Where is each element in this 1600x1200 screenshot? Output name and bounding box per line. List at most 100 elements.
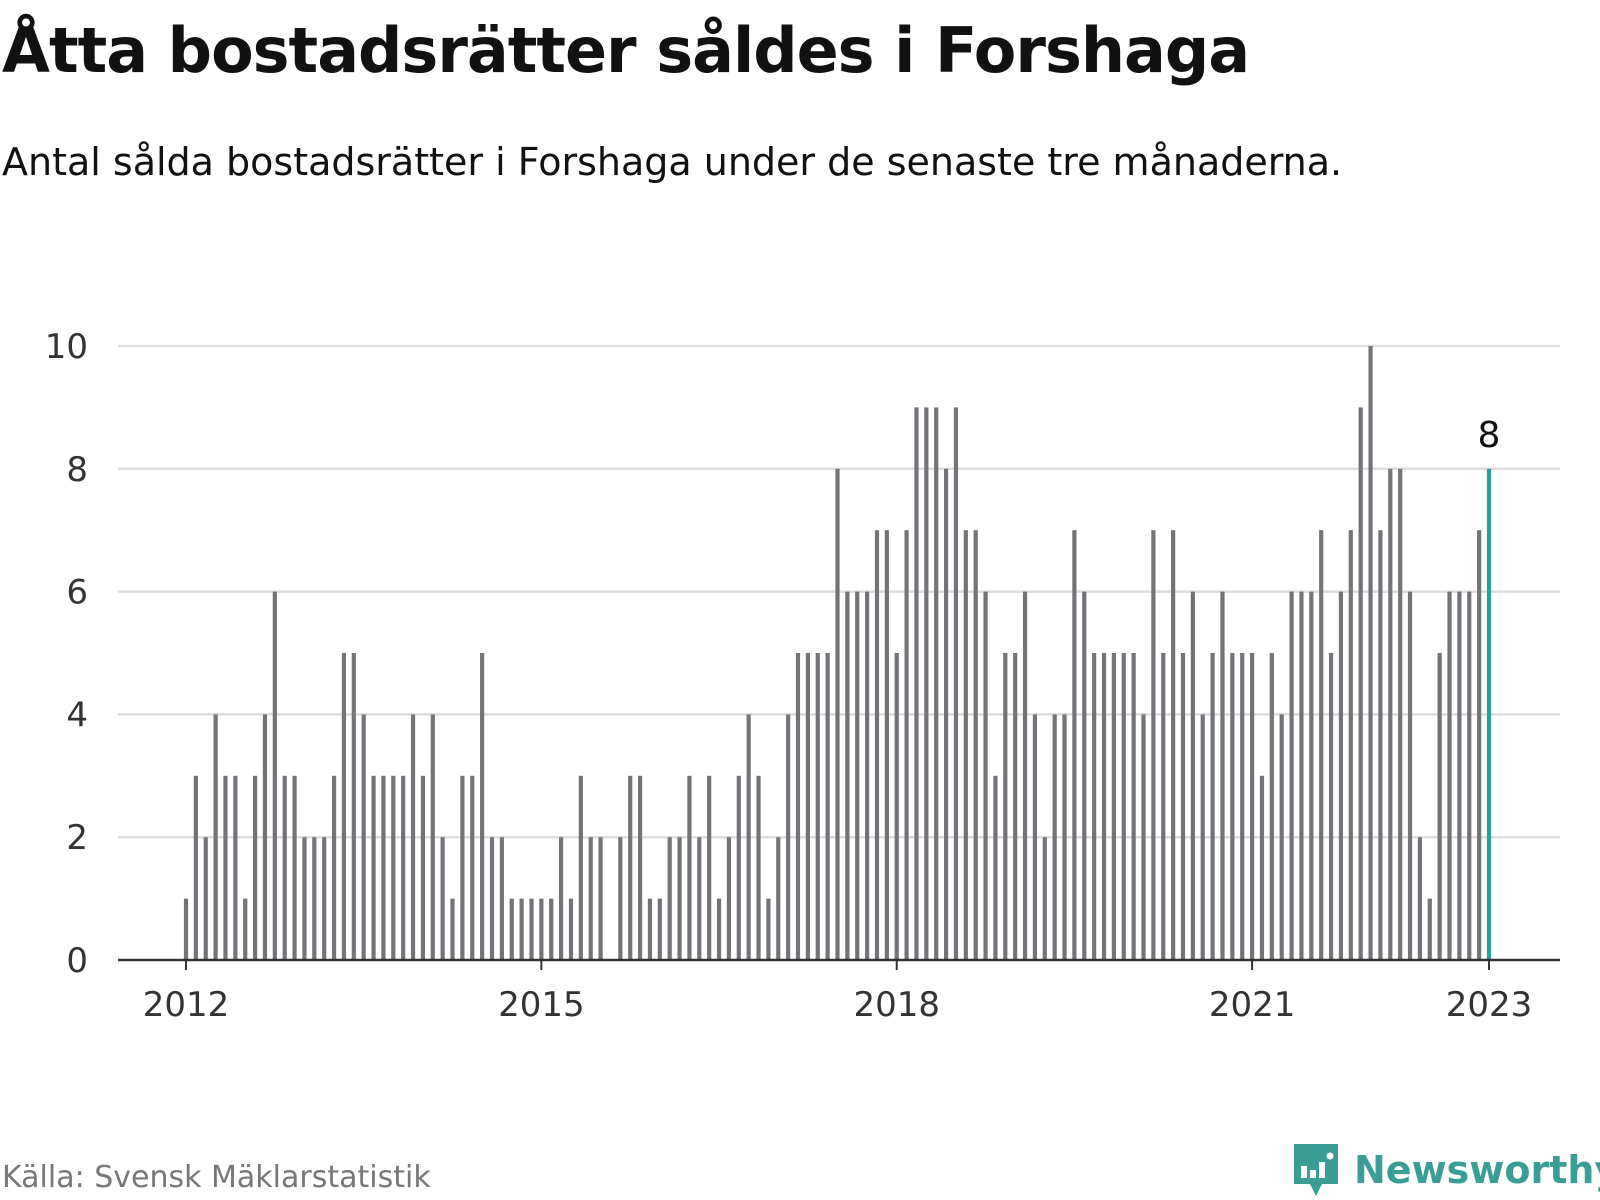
bar: [1141, 714, 1146, 960]
bar: [203, 837, 208, 960]
bar: [1190, 591, 1195, 960]
bar: [845, 591, 850, 960]
bar: [410, 714, 416, 960]
bar: [1358, 407, 1363, 960]
bar: [815, 653, 820, 960]
bar: [637, 775, 643, 960]
y-tick-label: 2: [66, 818, 88, 858]
bar: [282, 775, 287, 960]
bar: [756, 775, 761, 960]
bar: [509, 898, 514, 960]
bar: [766, 898, 771, 960]
bar: [1131, 653, 1136, 960]
bar: [1052, 714, 1057, 960]
bar: [647, 898, 653, 960]
bar: [1427, 898, 1432, 960]
bar: [1220, 591, 1225, 960]
newsworthy-logo[interactable]: Newsworthy: [1290, 1140, 1600, 1200]
newsworthy-chart-bubble-icon: [1294, 1144, 1338, 1196]
bar: [1101, 653, 1107, 960]
bar: [1319, 530, 1324, 960]
bar: [331, 775, 337, 960]
bar: [993, 775, 998, 960]
bar: [1072, 530, 1077, 960]
x-tick-label: 2012: [143, 985, 230, 1025]
bar: [302, 837, 307, 960]
bar: [361, 714, 366, 960]
bar: [1467, 591, 1472, 960]
chart-subtitle: Antal sålda bostadsrätter i Forshaga und…: [2, 140, 1343, 184]
bar: [549, 898, 554, 960]
bar: [588, 837, 593, 960]
bar: [440, 837, 445, 960]
y-tick-label: 10: [45, 327, 88, 367]
bar: [973, 530, 978, 960]
bar: [1368, 346, 1373, 960]
bar: [1269, 653, 1274, 960]
x-axis: [118, 958, 1560, 970]
bar: [243, 898, 248, 960]
bar: [1388, 468, 1393, 960]
bar: [805, 653, 810, 960]
bar: [183, 898, 189, 960]
x-tick-label: 2018: [853, 985, 940, 1025]
bar: [1398, 468, 1403, 960]
bar: [519, 898, 524, 960]
bar: [351, 653, 356, 960]
bar: [1279, 714, 1284, 960]
bar: [657, 898, 662, 960]
bar: [835, 468, 840, 960]
bar: [1338, 591, 1344, 960]
bar: [1447, 591, 1452, 960]
y-tick-label: 0: [66, 941, 88, 981]
bar: [252, 775, 258, 960]
bar: [470, 775, 475, 960]
bar: [381, 775, 386, 960]
bar: [726, 837, 732, 960]
bar: [1299, 591, 1304, 960]
bar: [1417, 837, 1423, 960]
bar: [894, 653, 899, 960]
bar: [736, 775, 741, 960]
bar: [1151, 530, 1156, 960]
bar: [963, 530, 968, 960]
highlight-value-label: 8: [1478, 415, 1501, 456]
y-tick-label: 6: [66, 573, 88, 613]
bar: [1121, 653, 1126, 960]
bar: [1378, 530, 1383, 960]
bar: [1407, 591, 1413, 960]
bar: [460, 775, 465, 960]
y-axis-labels: 0 2 4 6 8 10: [45, 327, 88, 981]
bar: [193, 775, 198, 960]
chart-title: Åtta bostadsrätter såldes i Forshaga: [2, 14, 1250, 87]
bar: [1200, 714, 1205, 960]
bar: [884, 530, 889, 960]
bar: [924, 407, 929, 960]
bar: [1111, 653, 1116, 960]
bar: [1082, 591, 1087, 960]
bar: [677, 837, 682, 960]
bar: [213, 714, 218, 960]
bar: [401, 775, 406, 960]
bar: [628, 775, 633, 960]
bar: [529, 898, 534, 960]
bar: [480, 653, 485, 960]
bar: [489, 837, 495, 960]
bar: [1003, 653, 1008, 960]
y-tick-label: 4: [66, 695, 88, 735]
bar: [1013, 653, 1018, 960]
bar: [795, 653, 801, 960]
x-tick-label: 2015: [498, 985, 585, 1025]
bar: [233, 775, 238, 960]
bar: [1249, 653, 1255, 960]
bar: [1062, 714, 1067, 960]
bar: [825, 653, 830, 960]
bar: [430, 714, 435, 960]
bar: [943, 468, 949, 960]
bar: [716, 898, 722, 960]
source-note: Källa: Svensk Mäklarstatistik: [2, 1160, 431, 1195]
bar: [1259, 775, 1265, 960]
x-tick-label: 2023: [1446, 985, 1533, 1025]
bar: [568, 898, 574, 960]
bar: [559, 837, 564, 960]
